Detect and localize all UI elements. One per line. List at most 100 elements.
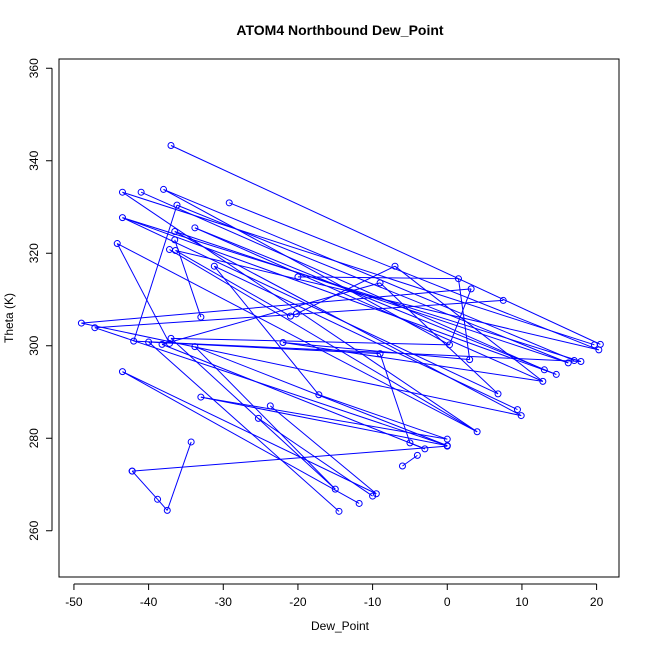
data-point [517, 412, 525, 420]
data-point [540, 366, 548, 374]
data-point [191, 343, 199, 351]
data-point [494, 390, 502, 398]
series-line [122, 191, 595, 346]
data-point [376, 350, 384, 358]
data-point [467, 285, 475, 293]
data-point [376, 279, 384, 287]
series-line [161, 282, 381, 345]
x-tick-label: -20 [289, 595, 307, 609]
series-line [122, 371, 360, 504]
series-line [122, 371, 377, 495]
series-line [229, 202, 600, 351]
plot-frame [58, 58, 620, 578]
data-point [160, 185, 168, 193]
x-tick-label: -30 [215, 595, 233, 609]
series-line [81, 288, 472, 324]
series-line [194, 227, 544, 382]
series-lines [81, 145, 601, 512]
series-line [122, 191, 478, 433]
series-line [200, 396, 448, 447]
data-point [292, 310, 300, 318]
data-point [197, 393, 205, 401]
data-point [391, 262, 399, 270]
data-point [225, 199, 233, 207]
y-tick-label: 340 [27, 150, 41, 170]
series-line [133, 204, 178, 342]
data-point [552, 370, 560, 378]
series-line [169, 249, 478, 433]
data-point [413, 451, 421, 459]
y-tick-label: 260 [27, 520, 41, 540]
series-line [269, 405, 377, 495]
series-line [200, 396, 448, 440]
data-point [443, 442, 451, 450]
series-line [175, 249, 599, 351]
data-point [406, 439, 414, 447]
x-tick-label: -50 [65, 595, 83, 609]
data-point [513, 406, 521, 414]
data-point [167, 141, 175, 149]
data-point [454, 275, 462, 283]
data-point [167, 334, 175, 342]
data-point [171, 228, 179, 236]
data-point [254, 414, 262, 422]
x-tick-label: 20 [590, 595, 604, 609]
series-line [157, 498, 168, 511]
series-line [161, 343, 426, 450]
data-point [473, 428, 481, 436]
series-line [282, 342, 543, 382]
series-line [213, 265, 320, 396]
data-point [266, 402, 274, 410]
series-line [457, 278, 471, 360]
series-line [131, 470, 158, 500]
data-point [446, 341, 454, 349]
y-tick-label: 300 [27, 335, 41, 355]
data-point [398, 462, 406, 470]
series-line [170, 337, 450, 346]
series-line [94, 327, 448, 447]
data-point [564, 359, 572, 367]
series-line [170, 337, 336, 490]
series-line [117, 243, 478, 433]
series-line [140, 191, 545, 371]
data-point [166, 339, 174, 347]
series-line [166, 441, 192, 511]
data-point [279, 339, 287, 347]
data-point [187, 438, 195, 446]
y-tick-label: 360 [27, 58, 41, 78]
data-point [191, 224, 199, 232]
data-point [335, 507, 343, 515]
data-point [590, 341, 598, 349]
data-point [130, 337, 138, 345]
data-point [154, 495, 162, 503]
data-point [77, 319, 85, 327]
data-point [421, 445, 429, 453]
series-line [122, 217, 582, 362]
series-line [394, 265, 544, 382]
data-point [145, 338, 153, 346]
series-line [132, 445, 448, 472]
data-point [210, 262, 218, 270]
chart-title: ATOM4 Northbound Dew_Point [236, 22, 443, 38]
x-axis: -50 -40 -30 -20 -10 0 10 20 [65, 583, 604, 609]
data-point [118, 214, 126, 222]
series-line [116, 243, 170, 344]
data-point [539, 377, 547, 385]
data-point [372, 490, 380, 498]
data-point [466, 356, 474, 364]
series-line [163, 188, 575, 362]
y-axis: 260 280 300 320 340 360 [27, 58, 53, 541]
data-point [294, 273, 302, 281]
data-point [158, 340, 166, 348]
data-point [171, 246, 179, 254]
y-tick-label: 320 [27, 243, 41, 263]
series-line [148, 341, 340, 512]
x-tick-label: 0 [444, 595, 451, 609]
x-tick-label: -10 [364, 595, 382, 609]
series-line [174, 231, 569, 364]
series-points [77, 141, 604, 515]
data-point [173, 201, 181, 209]
series-line [282, 342, 470, 361]
series-line [194, 346, 336, 490]
